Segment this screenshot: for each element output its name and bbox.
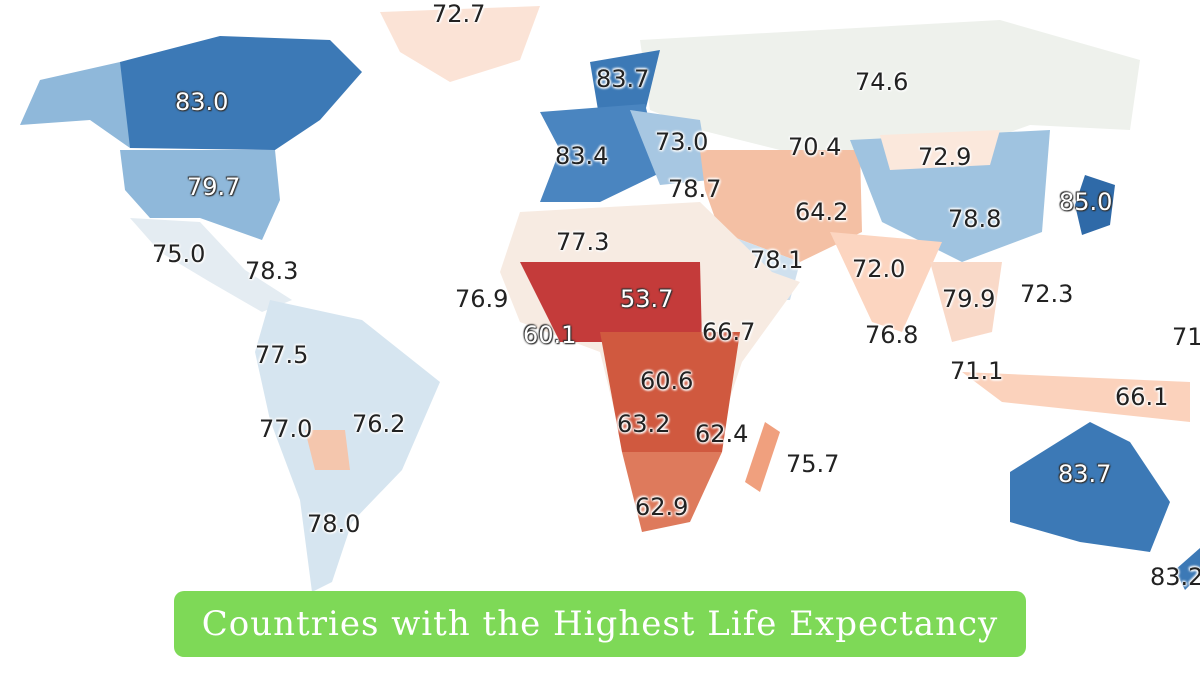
map-label: 60.1 [523, 321, 577, 349]
region-mongolia [880, 130, 1000, 170]
map-label: 74.6 [855, 68, 909, 96]
region-southern-africa [622, 452, 722, 532]
map-label: 76.2 [352, 410, 406, 438]
map-label: 75.0 [152, 240, 206, 268]
map-label: 62.9 [635, 493, 689, 521]
region-canada [110, 36, 362, 150]
map-label: 77.0 [259, 415, 313, 443]
region-bolivia [305, 430, 350, 470]
region-russia [640, 20, 1140, 150]
region-indonesia [962, 372, 1190, 422]
map-label: 73.0 [655, 128, 709, 156]
region-greenland [380, 6, 540, 82]
map-label: 66.7 [702, 318, 756, 346]
map-label: 60.6 [640, 367, 694, 395]
map-label: 78.3 [245, 257, 299, 285]
region-usa [120, 150, 280, 240]
map-label: 53.7 [620, 285, 674, 313]
region-central-america [130, 218, 292, 312]
map-label: 62.4 [695, 420, 749, 448]
map-label: 72.0 [852, 255, 906, 283]
region-central-africa [600, 332, 740, 452]
map-label: 78.8 [948, 205, 1002, 233]
region-korea-japan [1075, 175, 1115, 235]
region-sahel [520, 262, 702, 342]
map-label: 70.4 [788, 133, 842, 161]
map-label: 71 [1172, 323, 1200, 351]
map-label: 71.1 [950, 357, 1004, 385]
map-label: 72.7 [432, 0, 486, 28]
map-label: 79.7 [187, 173, 241, 201]
map-label: 79.9 [942, 285, 996, 313]
map-label: 75.7 [786, 450, 840, 478]
map-label: 76.8 [865, 321, 919, 349]
map-label: 83.7 [596, 65, 650, 93]
map-label: 78.1 [750, 246, 804, 274]
map-label: 77.3 [556, 228, 610, 256]
map-label: 83.7 [1058, 460, 1112, 488]
map-label: 83.0 [175, 88, 229, 116]
map-label: 66.1 [1115, 383, 1169, 411]
region-middle-east [700, 150, 862, 262]
map-label: 63.2 [617, 410, 671, 438]
map-label: 64.2 [795, 198, 849, 226]
region-southeast-asia [930, 262, 1002, 342]
region-alaska [20, 62, 130, 148]
map-label: 72.9 [918, 143, 972, 171]
region-south-america [255, 300, 440, 592]
map-label: 72.3 [1020, 280, 1074, 308]
map-label: 77.5 [255, 341, 309, 369]
region-australia [1010, 422, 1170, 552]
region-europe [540, 104, 662, 202]
map-label: 83.4 [555, 142, 609, 170]
region-scandinavia [590, 50, 660, 122]
region-india [830, 232, 942, 332]
map-label: 78.7 [668, 175, 722, 203]
map-label: 78.0 [307, 510, 361, 538]
region-new-zealand [1175, 548, 1200, 590]
page-title: Countries with the Highest Life Expectan… [174, 591, 1026, 657]
region-eastern-europe [630, 110, 710, 185]
map-label: 76.9 [455, 285, 509, 313]
map-label: 85.0 [1059, 188, 1113, 216]
map-label: 83.2 [1150, 563, 1200, 591]
region-madagascar [745, 422, 780, 492]
